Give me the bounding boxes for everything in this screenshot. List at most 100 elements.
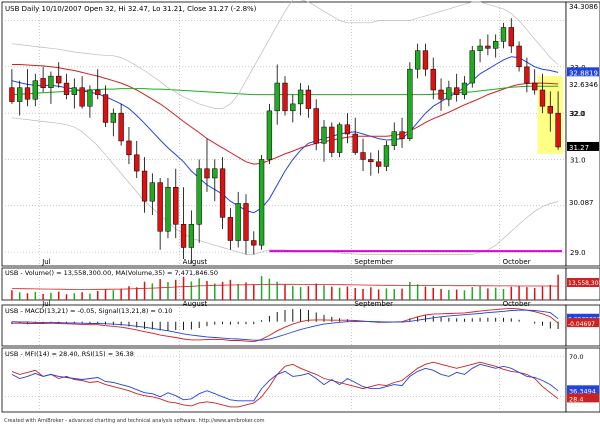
candle-body [430,68,436,91]
candle-body [258,159,265,246]
price-title: USB Daily 10/10/2007 Open 32, Hi 32.47, … [5,5,257,13]
candle-body [157,182,163,232]
candle-body [219,168,226,218]
candle-body [321,126,327,144]
candle-body [173,187,179,225]
rsi-axis-tag [567,393,599,403]
macd-series-line-1 [11,309,559,341]
mfi-rsi-panel: USB - MFI(14) = 28.40, RSI(15) = 36.38 70… [2,350,599,408]
macd-axis-label: -0.04697 [568,321,595,328]
macd-panel: USB - MACD(13,21) = -0.05, Signal(13,21,… [5,307,600,343]
mfi-rsi-header: USB - MFI(14) = 28.40, RSI(15) = 36.38 [5,350,134,358]
candle-body [414,50,421,70]
candle-body [500,27,507,42]
month-label-price: August [183,258,208,266]
candle-body [141,170,148,202]
price-axis-label: 32.6346 [569,81,598,89]
candle-body [290,103,296,112]
candle-body [446,87,452,100]
candle-body [516,45,522,68]
price-series-line-3 [11,0,559,109]
candle-body [461,82,468,95]
month-label-volume: October [503,300,531,308]
month-label-volume: September [354,300,393,308]
candle-body [87,89,93,107]
candle-body [95,89,101,95]
candle-body [352,133,358,153]
candle-body [532,82,538,91]
volume-ma-line [11,283,559,290]
price-axis-label: 31.27 [569,144,589,152]
candle-body [9,87,15,102]
candle-body [508,27,514,47]
month-label-price: Jul [41,258,51,266]
price-axis-label: 32.8819 [569,69,598,77]
candle-body [524,66,530,84]
price-axis-tag [567,141,599,151]
candle-body [305,89,312,109]
price-axis-tag [567,67,599,77]
panel-frame-price [1,1,567,267]
candle-body [493,41,499,49]
candle-body [235,203,241,241]
axis-frame-price [565,1,600,267]
candle-body [375,161,382,167]
price-series-line-4 [11,117,559,255]
volume-axis-label: 13,558,300 [568,280,600,287]
candle-body [196,168,202,225]
candle-body [344,124,351,135]
price-axis-label: 34.3086 [569,3,598,11]
candle-body [485,45,491,49]
month-label-price: September [354,258,393,266]
price-ytick-label: 29.0 [570,249,586,257]
candle-body [180,224,187,248]
candle-body [149,182,156,202]
candle-body [48,75,54,88]
candle-body [63,82,70,95]
candle-body [422,50,429,70]
candle-body [383,145,390,167]
price-ytick-label: 32.0 [570,110,586,118]
candle-body [399,131,405,139]
rsi-axis-tag [567,385,599,395]
candle-body [165,187,171,232]
rsi-axis-label: 28.4 [569,395,583,403]
candle-body [297,89,304,105]
volume-axis-tag [567,278,599,287]
candle-body [110,112,117,123]
candle-body [329,126,335,153]
candle-body [438,89,444,100]
rsi-axis-label: 36.3494 [569,387,596,395]
candle-body [56,75,62,84]
candle-body [469,50,475,84]
candle-body [251,240,257,246]
rsi-axis-label: 70.0 [569,353,583,361]
rsi-series-line-0 [11,361,559,408]
candle-body [539,89,546,107]
candle-body [79,87,85,107]
panel-frame-rsi [1,347,567,413]
candle-body [360,152,366,160]
macd-axis-tag [567,318,599,328]
volume-header: USB - Volume() = 13,558,300.00, MA(Volum… [5,269,218,277]
candle-body [24,87,31,100]
candle-body [126,140,132,156]
rsi-series-line-1 [11,363,559,402]
candle-body [40,78,46,88]
price-ytick-label: 31.0 [570,156,586,164]
candle-body [243,203,249,241]
month-label-price: October [503,258,531,266]
candle-body [391,131,397,146]
candle-body [71,87,77,95]
candle-body [212,168,218,179]
candle-body [134,154,140,172]
candle-body [282,82,288,112]
volume-panel: USB - Volume() = 13,558,300.00, MA(Volum… [5,269,600,300]
candle-body [188,224,195,248]
candle-body [368,159,374,163]
candle-body [477,45,483,51]
candle-body [274,82,280,112]
